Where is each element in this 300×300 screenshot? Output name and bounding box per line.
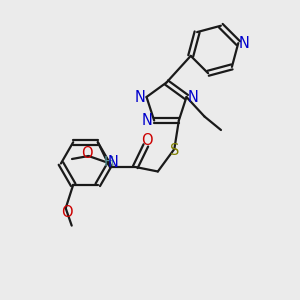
Text: H: H [103, 155, 113, 170]
Text: N: N [108, 155, 119, 170]
Text: O: O [61, 205, 73, 220]
Text: O: O [142, 134, 153, 148]
Text: O: O [81, 146, 93, 160]
Text: S: S [170, 143, 179, 158]
Text: N: N [188, 89, 199, 104]
Text: N: N [238, 36, 249, 51]
Text: N: N [142, 113, 153, 128]
Text: N: N [134, 89, 146, 104]
